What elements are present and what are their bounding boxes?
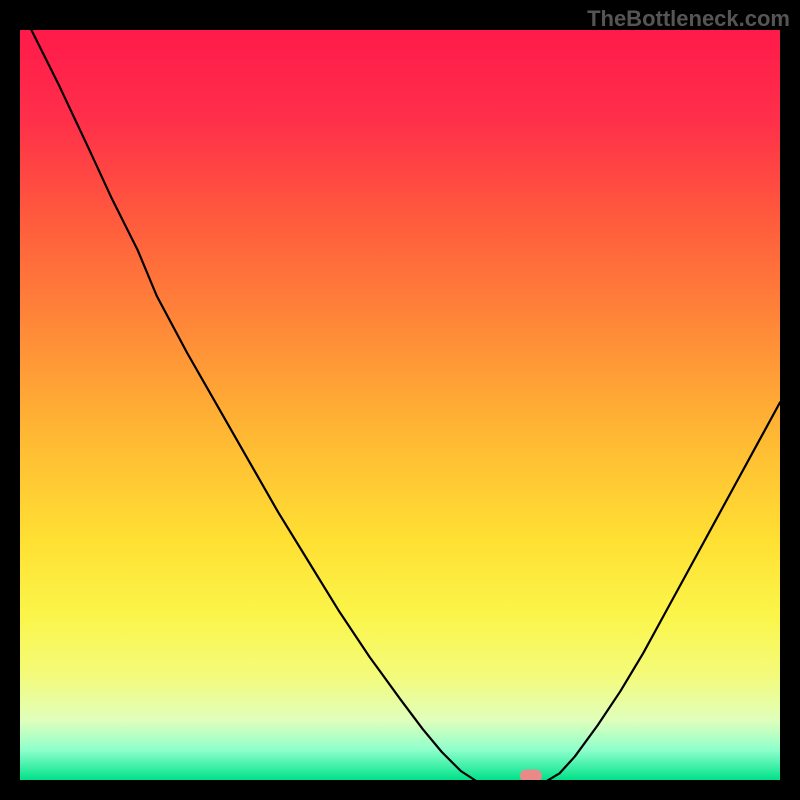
chart-plot-area <box>20 30 780 780</box>
frame-bottom <box>0 780 800 800</box>
watermark-text: TheBottleneck.com <box>587 6 790 32</box>
bottleneck-curve <box>20 30 780 790</box>
frame-right <box>780 0 800 800</box>
frame-left <box>0 0 20 800</box>
